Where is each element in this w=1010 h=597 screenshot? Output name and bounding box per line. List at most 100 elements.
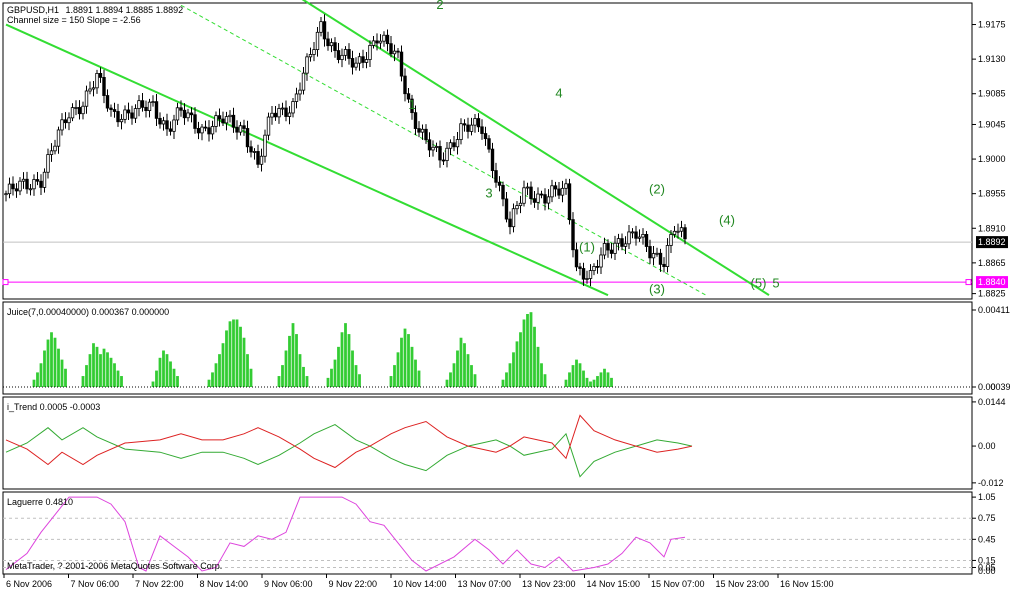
juice-bar — [281, 365, 284, 387]
candle — [455, 131, 460, 155]
candle-body — [508, 218, 512, 228]
candle — [252, 148, 257, 160]
candle-body — [406, 93, 411, 100]
candle-body — [42, 171, 47, 188]
candle-body — [63, 119, 68, 124]
candle — [221, 111, 225, 127]
candle-body — [567, 183, 572, 221]
juice-bar — [407, 334, 410, 387]
juice-bar — [221, 343, 225, 387]
candle — [291, 97, 295, 118]
juice-bar — [452, 363, 456, 387]
candle-body — [595, 266, 600, 268]
symbol-title-text: GBPUSD,H1 — [7, 5, 59, 15]
time-tick-label-6: 10 Nov 14:00 — [393, 579, 447, 589]
candle-body — [277, 108, 281, 118]
candle-body — [116, 111, 120, 123]
candle-body — [196, 128, 201, 134]
wave-label-4: 5 — [772, 275, 779, 290]
juice-pane[interactable]: 0.00411 0.000.00039 Juice(7,0.00040000) 0… — [3, 305, 1010, 392]
candle — [543, 188, 547, 211]
candle-body — [543, 194, 547, 204]
level-handle-left[interactable] — [2, 279, 9, 286]
juice-bar — [582, 370, 585, 387]
candle — [137, 95, 141, 117]
juice-bar — [564, 379, 568, 387]
candle — [60, 113, 64, 136]
candle — [357, 52, 362, 71]
candle-body — [602, 243, 607, 256]
candle — [147, 98, 152, 118]
candle — [431, 140, 435, 157]
level-handle-right[interactable] — [965, 279, 972, 286]
candle-body — [298, 89, 302, 95]
juice-bar — [585, 377, 589, 387]
candle-body — [476, 118, 481, 128]
juice-bar — [610, 377, 613, 387]
juice-bar — [529, 312, 533, 387]
candle-body — [434, 146, 439, 148]
current-price-label: 1.8892 — [978, 237, 1006, 247]
juice-bar — [410, 346, 414, 387]
candle — [546, 189, 551, 210]
candle — [557, 181, 561, 200]
juice-bar — [176, 376, 179, 387]
candle — [88, 81, 92, 95]
candle — [497, 176, 502, 192]
trend-pane[interactable]: 0.0144 0.00 -0.012 i_Trend 0.0005 -0.0003 — [5, 397, 1006, 488]
candle-body — [410, 98, 414, 114]
candle-body — [168, 128, 173, 132]
candle-body — [25, 178, 29, 190]
laguerre-pane[interactable]: 1.05 0.75 0.45 0.150.050.00 Laguerre 0.4810… — [3, 492, 996, 576]
candle-body — [172, 119, 176, 132]
candle-body — [644, 234, 649, 247]
candle-body — [147, 101, 152, 112]
candle-body — [249, 146, 253, 153]
candle — [329, 38, 334, 53]
juice-bar — [102, 348, 106, 387]
juice-bar — [543, 374, 547, 387]
candle — [182, 103, 187, 125]
juice-bar — [445, 379, 449, 387]
candle-body — [641, 234, 645, 238]
laguerre-tick-label-clipped: 0.00 — [978, 566, 996, 576]
candle-body — [459, 123, 463, 140]
candle-body — [529, 186, 533, 200]
time-axis: 6 Nov 2006 7 Nov 06:00 7 Nov 22:00 8 Nov 14… — [3, 574, 834, 589]
juice-tick-label-0: 0.00411 — [978, 305, 1010, 315]
candle-body — [140, 100, 145, 108]
candle — [46, 148, 50, 179]
candle — [406, 87, 411, 103]
candle — [368, 40, 372, 67]
candle — [49, 143, 54, 162]
juice-bar — [526, 314, 529, 387]
candle — [347, 43, 351, 65]
candle — [179, 100, 183, 117]
candle-body — [462, 123, 467, 126]
price-pane[interactable]: 1.9175 1.9130 1.9085 1.9045 1.9000 1.8955 1.89… — [2, 0, 1008, 299]
candle — [613, 235, 617, 260]
candle-body — [683, 227, 687, 240]
candle — [256, 144, 260, 169]
candle — [592, 263, 596, 276]
candle — [665, 238, 670, 273]
candle-body — [571, 219, 575, 251]
candle-body — [375, 40, 379, 44]
juice-bar — [277, 376, 281, 387]
wave-labels: 1 2 3 4 5 (1) (2) (3) (4) (5) — [408, 0, 779, 297]
time-tick-label-3: 8 Nov 14:00 — [200, 579, 249, 589]
juice-bar — [403, 328, 407, 387]
candle-body — [504, 198, 509, 220]
juice-bar — [92, 343, 95, 387]
candle — [133, 104, 138, 124]
trend-tick-label-0: 0.0144 — [978, 397, 1006, 407]
candle-body — [585, 278, 589, 280]
candle-body — [613, 242, 617, 254]
candle — [217, 108, 222, 127]
candle-body — [56, 129, 61, 147]
candle — [616, 233, 621, 251]
juice-bar — [466, 354, 470, 387]
candle-body — [217, 115, 222, 120]
candle-body — [350, 58, 355, 68]
